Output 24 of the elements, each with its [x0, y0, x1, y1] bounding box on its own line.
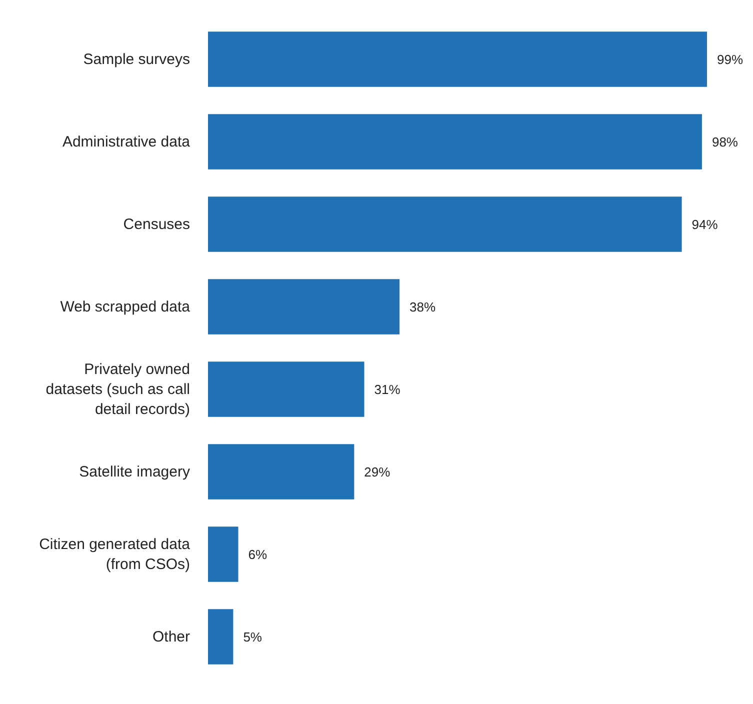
data-label: 94%: [692, 216, 718, 232]
data-label: 31%: [374, 382, 401, 397]
y-tick-label: Sample surveys: [83, 50, 190, 68]
data-label: 38%: [410, 299, 436, 314]
bar: [208, 196, 682, 252]
bar: [208, 32, 707, 87]
bar: [208, 362, 364, 417]
y-tick-label: Privately owned datasets (such as call detail records): [46, 360, 190, 418]
y-tick-label: Satellite imagery: [79, 463, 190, 480]
bar: [208, 609, 234, 664]
y-tick-label: Citizen generated data (from CSOs): [39, 536, 191, 573]
data-label: 99%: [717, 52, 744, 67]
bar: [208, 444, 354, 500]
data-label: 5%: [243, 629, 262, 644]
y-tick-label: Other: [152, 628, 190, 646]
bar: [208, 279, 400, 334]
y-tick-label: Censuses: [123, 216, 190, 233]
y-tick-label: Administrative data: [62, 133, 191, 150]
data-label: 98%: [712, 134, 738, 150]
data-label: 6%: [248, 546, 268, 562]
bar: [208, 114, 702, 170]
bar: [208, 526, 238, 582]
y-tick-label: Web scrapped data: [60, 298, 191, 316]
data-label: 29%: [364, 464, 391, 480]
